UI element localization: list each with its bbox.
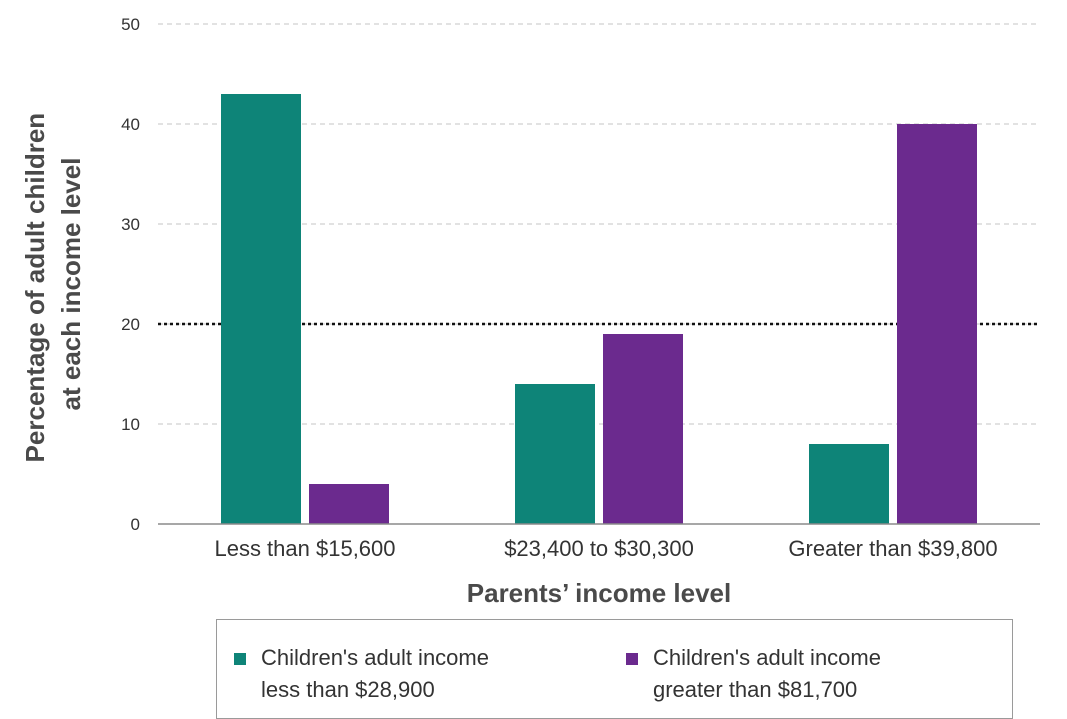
x-tick-label: $23,400 to $30,300 [504, 536, 694, 561]
legend-item-high-income: Children's adult income greater than $81… [626, 642, 881, 706]
bar-low-income [515, 384, 595, 524]
y-tick-label: 50 [121, 15, 140, 34]
bars [221, 94, 977, 524]
y-axis-title: Percentage of adult children at each inc… [20, 106, 86, 463]
legend-label-high-income-line-1: Children's adult income [653, 645, 881, 670]
y-tick-label: 40 [121, 115, 140, 134]
x-axis-title: Parents’ income level [467, 578, 731, 608]
y-tick-label: 30 [121, 215, 140, 234]
y-tick-labels: 0 10 20 30 40 50 [121, 15, 140, 534]
bar-high-income [309, 484, 389, 524]
y-tick-label: 10 [121, 415, 140, 434]
legend-item-low-income: Children's adult income less than $28,90… [234, 642, 489, 706]
x-tick-label: Greater than $39,800 [788, 536, 997, 561]
legend-swatch-high-income [626, 653, 638, 665]
y-tick-label: 0 [131, 515, 140, 534]
legend: Children's adult income less than $28,90… [216, 619, 1013, 719]
x-tick-label: Less than $15,600 [214, 536, 395, 561]
bar-low-income [809, 444, 889, 524]
legend-label-low-income-line-1: Children's adult income [261, 645, 489, 670]
y-tick-label: 20 [121, 315, 140, 334]
legend-label-high-income-line-2: greater than $81,700 [653, 677, 858, 702]
x-tick-labels: Less than $15,600 $23,400 to $30,300 Great… [214, 536, 997, 561]
bar-low-income [221, 94, 301, 524]
y-axis-title-line-2: at each income level [56, 158, 86, 411]
legend-label-low-income-line-2: less than $28,900 [261, 677, 435, 702]
bar-high-income [603, 334, 683, 524]
bar-high-income [897, 124, 977, 524]
y-axis-title-line-1: Percentage of adult children [20, 113, 50, 463]
chart-plot: 0 10 20 30 40 50 Less than $15,600 $23,400 to … [20, 15, 1040, 608]
legend-swatch-low-income [234, 653, 246, 665]
